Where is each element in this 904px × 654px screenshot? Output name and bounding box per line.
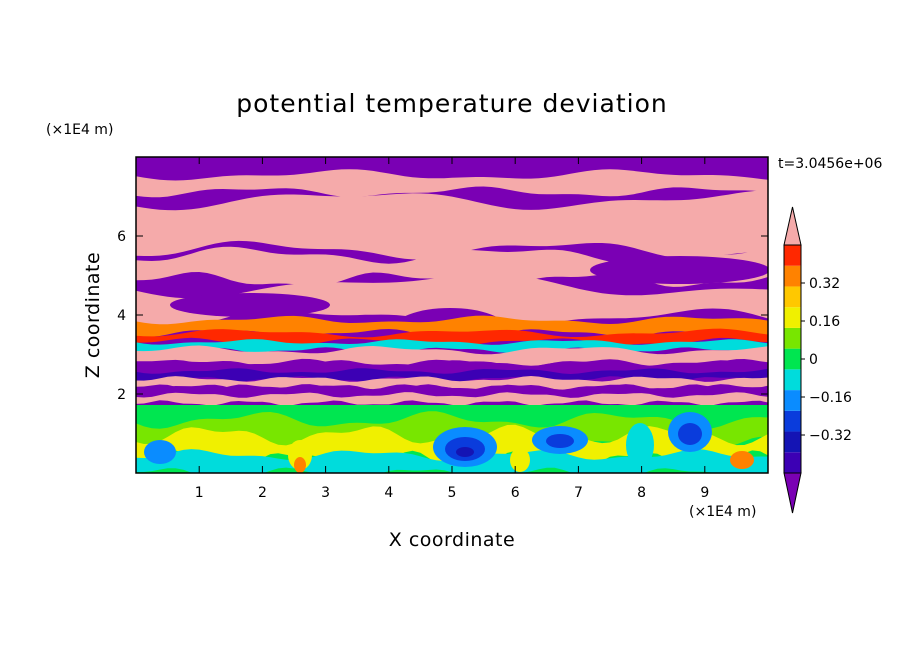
- x-axis: 1 2 3 4 5 6 7 8 9: [195, 157, 709, 501]
- x-tick-label: 9: [700, 485, 709, 501]
- cell: [288, 440, 312, 470]
- colorbar-segment: [784, 410, 801, 432]
- colorbar-tick-label: 0.16: [809, 314, 840, 330]
- colorbar-max-arrow: [783, 206, 802, 246]
- colorbar-segment: [784, 245, 801, 266]
- cell: [456, 447, 474, 457]
- x-tick-label: 2: [258, 485, 267, 501]
- x-tick-label: 8: [637, 485, 646, 501]
- y-tick-label: 6: [117, 229, 126, 245]
- cell: [626, 423, 654, 467]
- x-tick-label: 1: [195, 485, 204, 501]
- upper-band: [136, 246, 768, 289]
- colorbar-segment: [784, 369, 801, 391]
- colorbar-tick-label: −0.32: [809, 428, 852, 444]
- y-axis-label: Z coordinate: [82, 252, 104, 378]
- colorbar-segment: [784, 348, 801, 370]
- contour-field: [136, 157, 768, 473]
- x-tick-label: 4: [384, 485, 393, 501]
- upper-band: [136, 190, 768, 260]
- y-axis: 2 4 6: [117, 229, 768, 403]
- mid-blob: [590, 256, 768, 284]
- colorbar: 0.32 0.16 0 −0.16 −0.32: [783, 206, 852, 514]
- colorbar-segment: [784, 390, 801, 411]
- x-tick-label: 6: [511, 485, 520, 501]
- x-tick-label: 3: [321, 485, 330, 501]
- colorbar-tick-label: 0: [809, 352, 818, 368]
- layer-band: [136, 360, 768, 374]
- y-tick-label: 4: [117, 308, 126, 324]
- colorbar-tick-label: −0.16: [809, 390, 852, 406]
- colorbar-tick-label: 0.32: [809, 276, 840, 292]
- colorbar-segment: [784, 327, 801, 349]
- mid-band: [136, 345, 768, 368]
- x-unit-label: (×1E4 m): [689, 504, 756, 520]
- x-axis-label: X coordinate: [389, 529, 515, 551]
- mid-band: [136, 315, 768, 338]
- colorbar-segment: [784, 431, 801, 453]
- upper-band: [136, 169, 768, 198]
- layer-band: [136, 368, 768, 382]
- cell: [546, 434, 574, 448]
- cell: [678, 423, 702, 445]
- cell: [144, 440, 176, 464]
- cell: [510, 448, 530, 472]
- mid-band: [136, 273, 768, 333]
- colorbar-min-arrow: [783, 472, 802, 514]
- colorbar-segment: [784, 452, 801, 473]
- x-tick-label: 7: [574, 485, 583, 501]
- colorbar-segment: [784, 265, 801, 287]
- x-tick-label: 5: [448, 485, 457, 501]
- colorbar-segment: [784, 307, 801, 328]
- chart-title: potential temperature deviation: [236, 89, 667, 118]
- cell: [294, 457, 306, 473]
- layer-band: [136, 392, 768, 406]
- y-tick-label: 2: [117, 387, 126, 403]
- cell: [730, 451, 754, 469]
- colorbar-segment: [784, 286, 801, 308]
- y-unit-label: (×1E4 m): [46, 122, 113, 138]
- mid-blob: [170, 293, 330, 317]
- time-label: t=3.0456e+06: [778, 156, 882, 172]
